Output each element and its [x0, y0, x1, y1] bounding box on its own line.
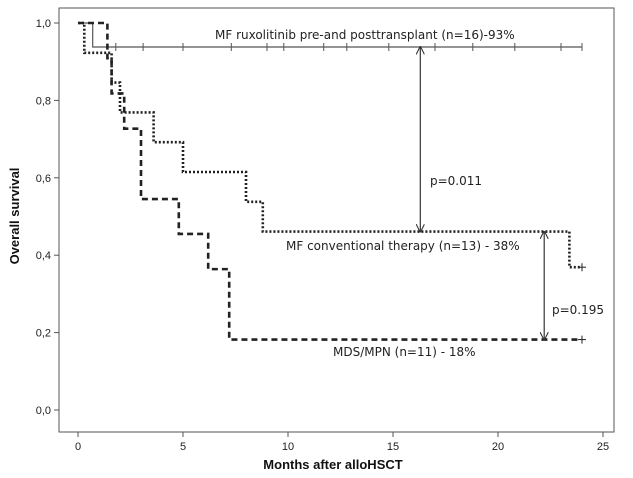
x-tick-label: 5 [180, 441, 186, 453]
series-label-rux: MF ruxolitinib pre-and posttransplant (n… [215, 28, 515, 42]
x-tick-label: 25 [597, 441, 609, 453]
series-label-mds-mpn: MDS/MPN (n=11) - 18% [333, 345, 476, 359]
y-tick-label: 0,4 [36, 250, 51, 262]
survival-curve-2 [78, 21, 582, 341]
x-tick-label: 15 [387, 441, 399, 453]
y-axis-ticks: 0,0 0,2 0,4 0,6 0,8 1,0 [36, 18, 59, 417]
x-tick-label: 20 [492, 441, 504, 453]
y-tick-label: 0,6 [36, 173, 51, 185]
p-value-1: p=0.011 [430, 174, 482, 188]
y-tick-label: 0,2 [36, 328, 51, 340]
survival-curve-1 [78, 21, 582, 269]
survival-curve-0 [78, 22, 582, 48]
x-axis-title: Months after alloHSCT [263, 457, 402, 472]
plot-frame [58, 7, 615, 433]
y-tick-label: 1,0 [36, 18, 51, 30]
series-label-conventional: MF conventional therapy (n=13) - 38% [286, 239, 520, 253]
p-value-2: p=0.195 [552, 303, 604, 317]
x-axis-ticks: 0 5 10 15 20 25 [75, 432, 609, 453]
x-tick-label: 0 [75, 441, 81, 453]
series-layer [78, 21, 586, 344]
y-axis-title: Overall survival [7, 168, 22, 265]
annotations-layer [420, 47, 544, 340]
y-tick-label: 0,0 [36, 405, 51, 417]
x-tick-label: 10 [282, 441, 294, 453]
y-tick-label: 0,8 [36, 95, 51, 107]
